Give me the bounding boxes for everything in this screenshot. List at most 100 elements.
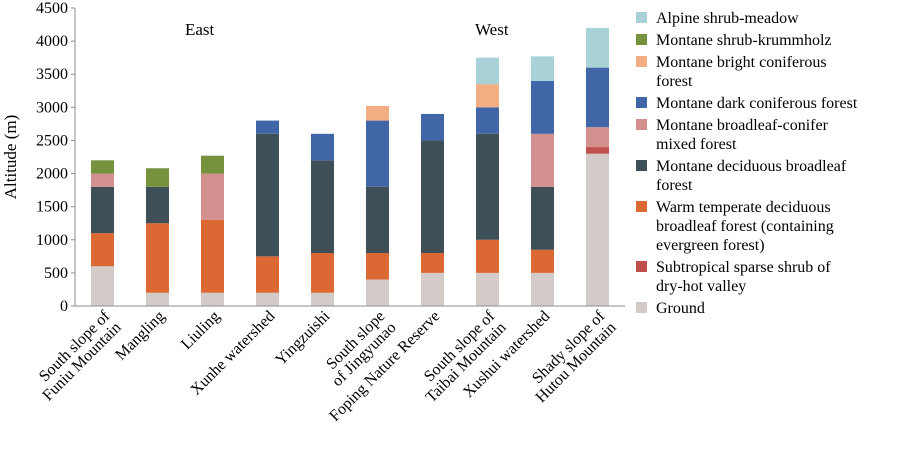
legend: Alpine shrub-meadow Montane shrub-krummho… bbox=[636, 10, 858, 317]
bar-segment bbox=[586, 153, 609, 306]
bar-segment bbox=[256, 292, 279, 306]
y-axis-label: Altitude (m) bbox=[1, 115, 20, 200]
bar-segment bbox=[146, 223, 169, 293]
legend-label-line: forest bbox=[656, 73, 693, 90]
x-tick-label: Mangling bbox=[112, 308, 168, 364]
bar-segment bbox=[366, 253, 389, 280]
bar-segment bbox=[91, 233, 114, 267]
legend-label-line: Warm temperate deciduous bbox=[656, 199, 831, 216]
bar-segment bbox=[366, 106, 389, 121]
legend-label: Montane shrub-krummholz bbox=[656, 32, 832, 49]
legend-swatch bbox=[636, 56, 647, 67]
legend-label-line: Montane broadleaf-conifer bbox=[656, 117, 829, 134]
bar-segment bbox=[201, 219, 224, 293]
legend-label-line: evergreen forest) bbox=[656, 237, 765, 254]
bar-segment bbox=[476, 239, 499, 273]
legend-swatch bbox=[636, 12, 647, 23]
legend-label-line: dry-hot valley bbox=[656, 278, 746, 295]
bar-segment bbox=[311, 292, 334, 306]
legend-label: Montane bright coniferous forest bbox=[656, 54, 827, 90]
y-tick-label: 2500 bbox=[36, 132, 68, 149]
legend-label-line: Montane bright coniferous bbox=[656, 54, 827, 71]
legend-swatch bbox=[636, 261, 647, 272]
bar-segment bbox=[311, 160, 334, 254]
legend-label-line: Montane shrub-krummholz bbox=[656, 32, 832, 49]
bar-segment bbox=[531, 80, 554, 134]
bar-segment bbox=[476, 133, 499, 240]
legend-label: Montane dark coniferous forest bbox=[656, 95, 858, 112]
legend-label-line: Alpine shrub-meadow bbox=[656, 10, 799, 27]
bar-segment bbox=[311, 253, 334, 293]
legend-swatch bbox=[636, 160, 647, 171]
legend-label-line: Montane dark coniferous forest bbox=[656, 95, 858, 112]
legend-label-line: forest bbox=[656, 177, 693, 194]
bar-segment bbox=[366, 186, 389, 254]
y-tick-label: 4000 bbox=[36, 33, 68, 50]
y-tick-label: 3500 bbox=[36, 66, 68, 83]
bar-segment bbox=[146, 168, 169, 187]
legend-label-line: Ground bbox=[656, 300, 705, 317]
annotation-west: West bbox=[475, 20, 509, 39]
bar-segment bbox=[531, 56, 554, 81]
legend-label: Subtropical sparse shrub of dry-hot valle… bbox=[656, 259, 831, 295]
y-tick-label: 500 bbox=[44, 265, 68, 282]
bar-segment bbox=[531, 249, 554, 273]
bar-segment bbox=[531, 186, 554, 250]
bar-segment bbox=[256, 133, 279, 257]
bar-segment bbox=[586, 147, 609, 154]
legend-swatch bbox=[636, 34, 647, 45]
legend-swatch bbox=[636, 302, 647, 313]
bar-segment bbox=[256, 120, 279, 134]
bar-segment bbox=[421, 113, 444, 141]
bar-segment bbox=[421, 253, 444, 273]
annotation-east: East bbox=[185, 20, 215, 39]
bar-segment bbox=[91, 160, 114, 174]
bar-segment bbox=[586, 127, 609, 148]
bar-segment bbox=[421, 272, 444, 306]
legend-label: Montane deciduous broadleaf forest bbox=[656, 158, 847, 194]
legend-label-line: mixed forest bbox=[656, 136, 737, 153]
bar-segment bbox=[531, 272, 554, 306]
bar-segment bbox=[91, 266, 114, 306]
bar-segment bbox=[256, 256, 279, 293]
bar-segment bbox=[476, 57, 499, 85]
bar-segment bbox=[531, 133, 554, 187]
x-tick-label: Liuling bbox=[178, 308, 223, 353]
bar-segment bbox=[91, 186, 114, 234]
y-tick-label: 2000 bbox=[36, 166, 68, 183]
bar-segment bbox=[201, 155, 224, 174]
y-tick-label: 1500 bbox=[36, 199, 68, 216]
bar-segment bbox=[476, 272, 499, 306]
bar-segment bbox=[311, 133, 334, 161]
y-tick-label: 4500 bbox=[36, 0, 68, 17]
bar-segment bbox=[201, 292, 224, 306]
bars bbox=[91, 27, 609, 306]
bar-segment bbox=[586, 27, 609, 68]
legend-swatch bbox=[636, 119, 647, 130]
x-tick-label-line: Mangling bbox=[112, 308, 168, 364]
y-tick-label: 1000 bbox=[36, 232, 68, 249]
bar-segment bbox=[476, 107, 499, 134]
bar-segment bbox=[201, 173, 224, 220]
bar-segment bbox=[476, 84, 499, 108]
legend-label: Warm temperate deciduous broadleaf forest… bbox=[656, 199, 834, 254]
bar-segment bbox=[366, 279, 389, 306]
bar-segment bbox=[586, 67, 609, 128]
bar-segment bbox=[421, 140, 444, 254]
y-tick-label: 3000 bbox=[36, 99, 68, 116]
legend-swatch bbox=[636, 97, 647, 108]
bar-segment bbox=[91, 173, 114, 187]
legend-label-line: broadleaf forest (containing bbox=[656, 218, 834, 235]
legend-label: Alpine shrub-meadow bbox=[656, 10, 799, 27]
legend-label: Montane broadleaf-conifer mixed forest bbox=[656, 117, 829, 153]
x-tick-label-line: Liuling bbox=[178, 308, 223, 353]
bar-segment bbox=[146, 186, 169, 224]
legend-label-line: Montane deciduous broadleaf bbox=[656, 158, 847, 175]
y-tick-label: 0 bbox=[60, 298, 68, 315]
legend-label-line: Subtropical sparse shrub of bbox=[656, 259, 831, 276]
bar-segment bbox=[146, 292, 169, 306]
y-axis: 0 500 1000 1500 2000 2500 3000 3500 4000 4500 bbox=[36, 0, 76, 315]
bar-segment bbox=[366, 120, 389, 187]
